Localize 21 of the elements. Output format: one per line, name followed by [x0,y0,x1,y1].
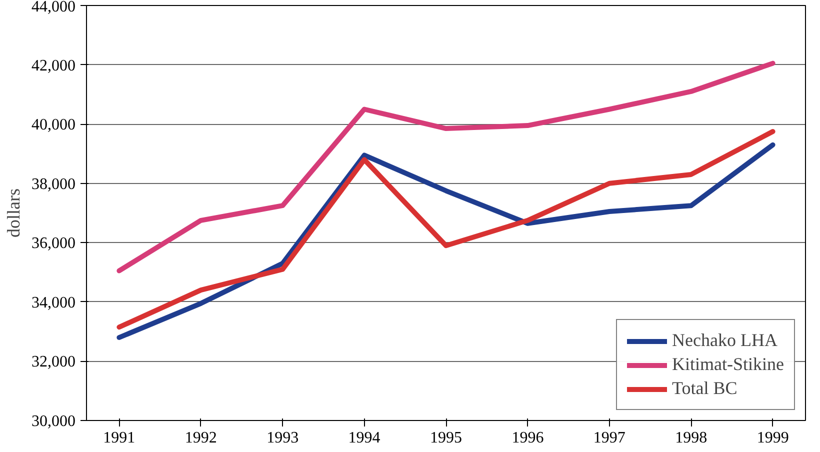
x-tick-label: 1992 [184,430,217,446]
legend-label: Kitimat-Stikine [672,354,784,375]
x-tick-label: 1993 [266,430,299,446]
y-tick-label: 36,000 [32,235,76,252]
x-tick-label: 1991 [103,430,136,446]
y-tick-label: 44,000 [32,0,76,16]
legend-label: Total BC [672,378,738,399]
y-tick-label: 40,000 [32,116,76,134]
x-tick-label: 1994 [348,430,380,446]
x-tick-label: 1996 [512,430,544,446]
y-tick-label: 34,000 [32,294,76,312]
y-tick-label: 38,000 [32,176,76,193]
y-tick-label: 42,000 [32,57,76,74]
x-tick-label: 1998 [675,430,708,446]
y-tick-label: 30,000 [32,413,76,430]
y-axis-title: dollars [4,188,24,238]
legend-label: Nechako LHA [672,330,778,351]
x-tick-label: 1999 [756,430,789,446]
y-tick-label: 32,000 [32,354,76,371]
x-tick-label: 1995 [430,430,462,446]
x-tick-label: 1997 [593,430,626,446]
